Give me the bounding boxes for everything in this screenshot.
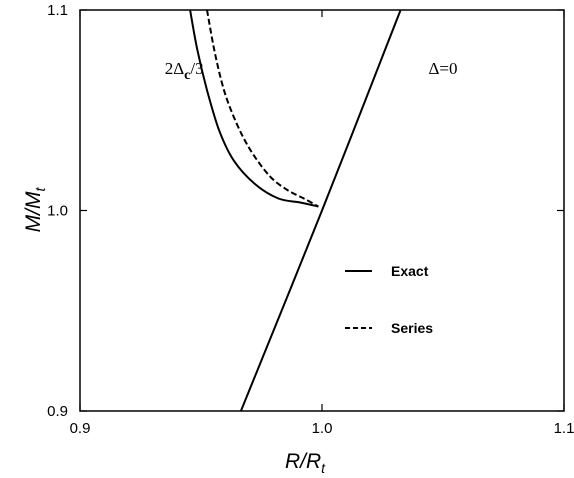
x-tick-label: 0.9: [70, 420, 91, 437]
axis-ticks: [79, 9, 565, 412]
series-line-exact: [189, 9, 319, 208]
series-line-delta-zero: [239, 9, 402, 412]
x-tick-label: 1.0: [312, 420, 333, 437]
legend-label-series: Series: [391, 320, 433, 336]
x-tick-label: 1.1: [554, 420, 574, 437]
y-tick-label: 1.1: [47, 2, 68, 19]
annotation-delta-zero: Δ=0: [428, 59, 457, 78]
series-line-series: [206, 9, 319, 208]
x-axis-title: R/Rt: [285, 450, 326, 476]
y-tick-label: 0.9: [47, 403, 68, 420]
legend: Exact Series: [345, 263, 433, 336]
annotation-2delta-c-over-3: 2Δc/3: [165, 59, 204, 83]
data-curves: [189, 9, 402, 412]
legend-label-exact: Exact: [391, 263, 429, 279]
tick-labels: 0.9 1.0 1.1 0.9 1.0 1.1: [47, 2, 574, 437]
y-tick-label: 1.0: [47, 203, 68, 220]
y-axis-title: M/Mt: [22, 187, 48, 233]
